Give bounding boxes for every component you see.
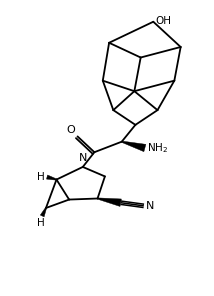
Text: N: N bbox=[146, 201, 154, 211]
Text: O: O bbox=[67, 126, 75, 135]
Text: OH: OH bbox=[156, 16, 172, 26]
Polygon shape bbox=[122, 141, 146, 152]
Text: N: N bbox=[79, 153, 87, 163]
Text: NH$_2$: NH$_2$ bbox=[147, 141, 168, 155]
Polygon shape bbox=[97, 198, 121, 206]
Text: H: H bbox=[37, 218, 45, 228]
Text: H: H bbox=[37, 172, 45, 182]
Polygon shape bbox=[46, 175, 57, 180]
Polygon shape bbox=[40, 208, 46, 217]
